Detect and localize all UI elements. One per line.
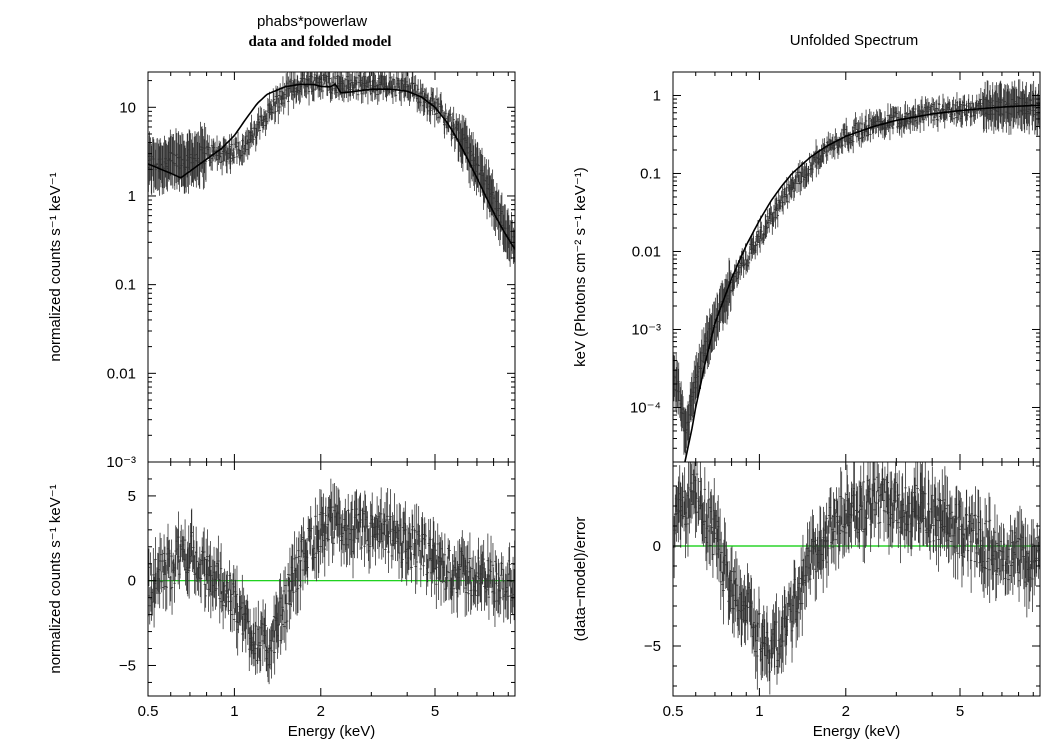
panel-left-bottom: 5 0 −5 0.5 1 2 5 Energy (keV) normalized counts … (47, 461, 516, 740)
left-title-line2: data and folded model (249, 34, 392, 50)
y-tick-label: 10⁻⁴ (630, 399, 661, 416)
model-line (148, 83, 515, 250)
panel-right-top: 1 0.1 0.01 10⁻³ 10⁻⁴ keV (Photons cm⁻² s⁻¹ ke… (572, 71, 1041, 463)
y-tick-label: 0.1 (640, 165, 661, 182)
x-tick-label: 2 (317, 703, 325, 720)
y-tick-label: 5 (128, 488, 136, 505)
x-tick-label: 1 (230, 703, 238, 720)
data-points (148, 478, 515, 685)
y-axis-label: keV (Photons cm⁻² s⁻¹ keV⁻¹) (572, 167, 589, 367)
x-tick-label: 1 (755, 703, 763, 720)
panel-right-bottom: 0 −5 0.5 1 2 5 Energy (keV) (data−model)/error (572, 461, 1041, 740)
x-tick-label: 0.5 (663, 703, 684, 720)
right-title: Unfolded Spectrum (790, 32, 918, 49)
y-tick-label: −5 (119, 657, 136, 674)
x-axis-label: Energy (keV) (813, 723, 901, 740)
y-axis-label: (data−model)/error (572, 517, 589, 642)
y-tick-label: 0.01 (107, 365, 136, 382)
y-tick-label: 10⁻³ (631, 321, 661, 338)
left-title-line1: phabs*powerlaw (257, 13, 367, 30)
plot-frame (672, 71, 1041, 463)
y-tick-label: 1 (653, 87, 661, 104)
plot-frame (147, 461, 516, 697)
x-tick-label: 0.5 (138, 703, 159, 720)
y-tick-label: 0 (653, 538, 661, 555)
y-tick-label: −5 (644, 638, 661, 655)
y-tick-label: 0.1 (115, 277, 136, 294)
plot-frame (672, 461, 1041, 697)
x-tick-label: 5 (431, 703, 439, 720)
y-tick-label: 10⁻³ (106, 454, 136, 471)
x-tick-label: 2 (842, 703, 850, 720)
data-points (673, 79, 1040, 457)
x-tick-label: 5 (956, 703, 964, 720)
y-axis-label: normalized counts s⁻¹ keV⁻¹ (47, 172, 64, 361)
data-points (673, 462, 1040, 695)
y-tick-label: 1 (128, 188, 136, 205)
panel-left-top: 10 1 0.1 0.01 10⁻³ normalized counts s⁻¹ keV⁻… (47, 71, 516, 471)
y-tick-label: 0.01 (632, 243, 661, 260)
y-tick-label: 10 (119, 99, 136, 116)
x-axis-label: Energy (keV) (288, 723, 376, 740)
y-tick-label: 0 (128, 573, 136, 590)
model-line (684, 104, 1040, 462)
y-axis-label: normalized counts s⁻¹ keV⁻¹ (47, 484, 64, 673)
data-points (148, 72, 515, 267)
